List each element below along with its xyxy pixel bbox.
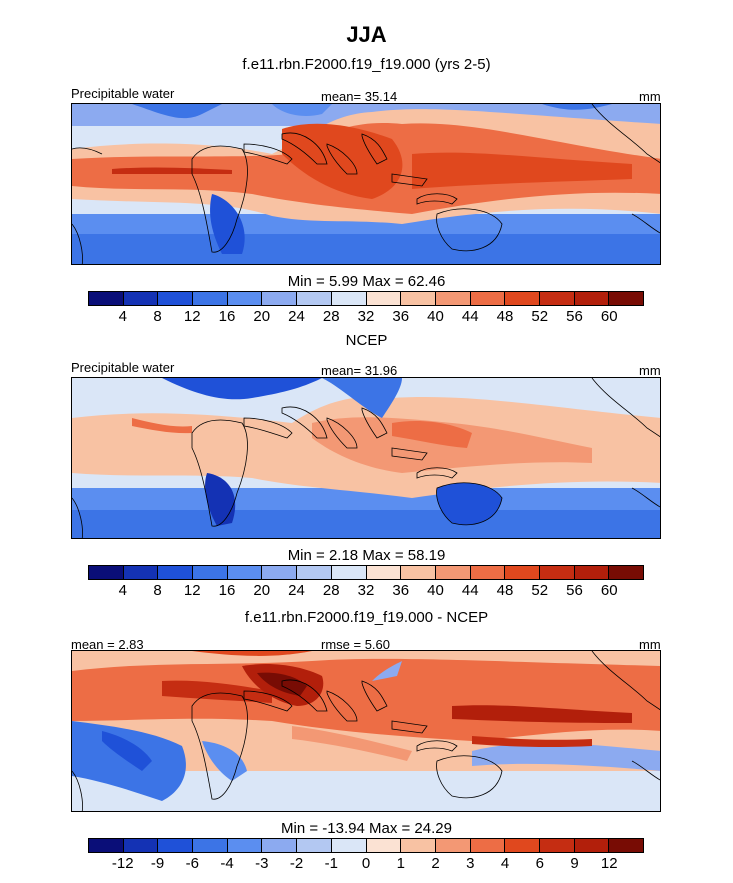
- colorbar-tick-label: -1: [324, 855, 338, 872]
- panel2-units-label: mm: [639, 363, 661, 378]
- panel2-colorbar: [88, 565, 644, 580]
- panel3-subtitle: f.e11.rbn.F2000.f19_f19.000 - NCEP: [244, 609, 489, 626]
- panel3-field: [72, 651, 660, 811]
- colorbar-tick-label: 16: [218, 308, 236, 325]
- colorbar-tick-label: 20: [253, 308, 271, 325]
- panel2-min-max: Min = 2.18 Max = 58.19: [287, 547, 446, 564]
- colorbar-tick-label: 44: [461, 308, 479, 325]
- panel3-rmse-label: rmse = 5.60: [321, 637, 391, 652]
- panel2-variable-label: Precipitable water: [71, 360, 175, 375]
- colorbar-tick-label: 40: [427, 582, 444, 599]
- colorbar-tick-label: -2: [289, 855, 304, 872]
- colorbar-tick-label: 3: [466, 855, 475, 872]
- colorbar-tick-label: 0: [361, 855, 371, 872]
- figure-title: JJA: [346, 22, 387, 47]
- panel3-min-max: Min = -13.94 Max = 24.29: [281, 820, 452, 837]
- colorbar-tick-label: 56: [566, 582, 583, 599]
- panel2-map: [71, 377, 661, 539]
- colorbar-tick-label: 40: [427, 308, 444, 325]
- colorbar-tick-label: 2: [431, 855, 440, 872]
- panel3-colorbar: [88, 838, 644, 853]
- colorbar-tick-label: 12: [183, 582, 201, 599]
- colorbar-tick-label: 60: [600, 308, 618, 325]
- colorbar-tick-label: 8: [153, 308, 162, 325]
- colorbar-tick-label: 24: [288, 308, 305, 325]
- colorbar-tick-label: 36: [392, 582, 410, 599]
- colorbar-tick-label: 52: [531, 308, 549, 325]
- colorbar-tick-label: 32: [357, 308, 375, 325]
- colorbar-tick-label: 16: [218, 582, 236, 599]
- colorbar-tick-label: -12: [111, 855, 134, 872]
- panel2-subtitle: NCEP: [345, 332, 388, 349]
- colorbar-tick-label: 4: [500, 855, 510, 872]
- colorbar-tick-label: 60: [600, 582, 618, 599]
- panel1-map: [71, 103, 661, 265]
- colorbar-tick-label: 1: [396, 855, 405, 872]
- panel1-min-max: Min = 5.99 Max = 62.46: [287, 273, 446, 290]
- colorbar-tick-label: 28: [322, 582, 340, 599]
- colorbar-tick-label: 9: [570, 855, 579, 872]
- panel1-mean-label: mean= 35.14: [321, 89, 398, 104]
- colorbar-tick-label: 32: [357, 582, 375, 599]
- panel1-colorbar: [88, 291, 644, 306]
- panel2-colorbar-ticks: 4 8 12 16 20 24 28 32 36 40 44 48 52 56 60: [88, 582, 644, 600]
- colorbar-tick-label: 48: [496, 308, 514, 325]
- colorbar-tick-label: 6: [535, 855, 544, 872]
- panel1-subtitle: f.e11.rbn.F2000.f19_f19.000 (yrs 2-5): [242, 56, 491, 73]
- colorbar-tick-label: 52: [531, 582, 549, 599]
- panel3-colorbar-ticks: -12 -9 -6 -4 -3 -2 -1 0 1 2 3 4 6 9 12: [88, 855, 644, 873]
- colorbar-tick-label: 20: [253, 582, 271, 599]
- colorbar-tick-label: 56: [566, 308, 583, 325]
- panel2-field: [72, 378, 660, 538]
- colorbar-tick-label: -4: [220, 855, 234, 872]
- panel1-colorbar-ticks: 4 8 12 16 20 24 28 32 36 40 44 48 52 56 60: [88, 308, 644, 326]
- colorbar-tick-label: 12: [183, 308, 201, 325]
- panel2-mean-label: mean= 31.96: [321, 363, 398, 378]
- colorbar-tick-label: 4: [118, 308, 127, 325]
- colorbar-tick-label: 28: [322, 308, 340, 325]
- panel3-mean-label: mean = 2.83: [71, 637, 144, 652]
- panel3-units-label: mm: [639, 637, 661, 652]
- panel1-field: [72, 104, 660, 264]
- colorbar-tick-label: -9: [150, 855, 165, 872]
- colorbar-tick-label: 48: [496, 582, 514, 599]
- colorbar-tick-label: 24: [288, 582, 305, 599]
- panel1-units-label: mm: [639, 89, 661, 104]
- colorbar-tick-label: 8: [153, 582, 162, 599]
- panel1-variable-label: Precipitable water: [71, 86, 175, 101]
- colorbar-tick-label: -3: [255, 855, 269, 872]
- colorbar-tick-label: -6: [185, 855, 199, 872]
- colorbar-tick-label: 4: [118, 582, 127, 599]
- colorbar-tick-label: 44: [461, 582, 479, 599]
- colorbar-tick-label: 36: [392, 308, 410, 325]
- panel3-map: [71, 650, 661, 812]
- colorbar-tick-label: 12: [600, 855, 618, 872]
